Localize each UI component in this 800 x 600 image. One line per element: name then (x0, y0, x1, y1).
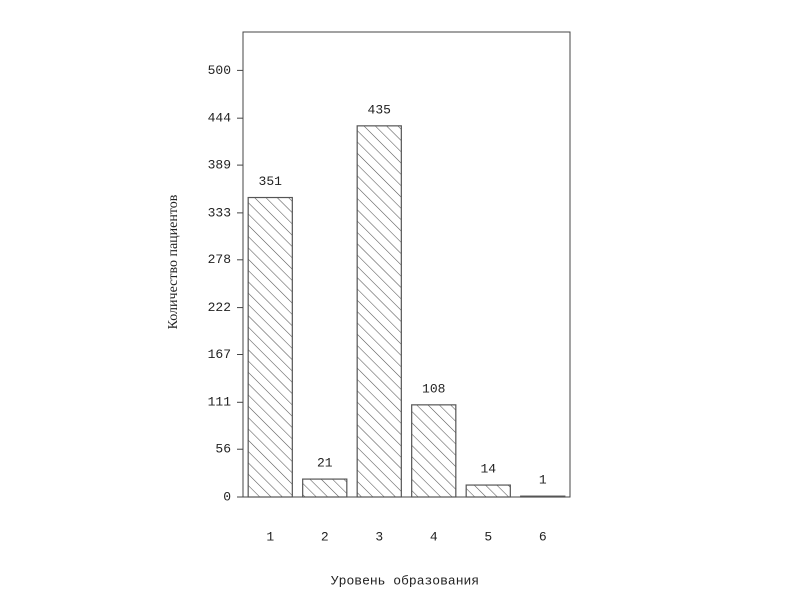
x-tick-label: 3 (375, 529, 383, 544)
bar (520, 495, 566, 498)
x-tick-label: 5 (484, 529, 492, 544)
value-label: 351 (259, 174, 283, 189)
y-axis-label: Количество пациентов (166, 194, 181, 329)
x-tick-label: 2 (321, 529, 329, 544)
y-tick-label: 0 (223, 489, 231, 504)
value-label: 14 (480, 461, 496, 476)
y-tick-label: 278 (208, 252, 231, 267)
bar (247, 196, 293, 498)
x-axis-label: Уровень образования (331, 573, 479, 588)
y-tick-label: 56 (215, 442, 231, 457)
y-tick-label: 111 (208, 395, 232, 410)
y-tick-label: 389 (208, 158, 231, 173)
value-label: 108 (422, 381, 445, 396)
bar (356, 125, 402, 498)
x-tick-label: 1 (266, 529, 274, 544)
y-tick-label: 333 (208, 205, 231, 220)
y-tick-label: 167 (208, 347, 231, 362)
y-tick-label: 222 (208, 300, 231, 315)
y-tick-label: 500 (208, 63, 231, 78)
bar (302, 478, 348, 498)
bar (465, 484, 511, 498)
y-tick-label: 444 (208, 111, 232, 126)
bar (411, 404, 457, 498)
plot-frame (242, 31, 571, 498)
value-label: 1 (539, 473, 547, 488)
value-label: 435 (368, 102, 391, 117)
x-tick-label: 4 (430, 529, 438, 544)
x-tick-label: 6 (539, 529, 547, 544)
value-label: 21 (317, 456, 333, 471)
